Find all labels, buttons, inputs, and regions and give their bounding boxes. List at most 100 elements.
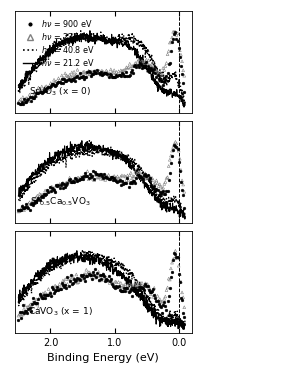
Point <box>160 186 164 192</box>
Point <box>47 184 52 190</box>
Point <box>29 95 34 101</box>
Point <box>25 95 30 101</box>
Point <box>109 74 114 80</box>
Point <box>106 176 111 182</box>
Point <box>122 283 126 289</box>
Point <box>105 278 110 284</box>
Point <box>125 172 130 178</box>
Point <box>175 254 180 260</box>
Point <box>26 304 31 310</box>
Point <box>175 30 180 36</box>
Point <box>87 172 92 178</box>
Point <box>88 174 93 180</box>
Point <box>85 168 90 174</box>
Point <box>141 284 146 290</box>
Point <box>118 67 123 73</box>
Point <box>171 144 176 150</box>
Point <box>45 292 50 298</box>
Point <box>54 183 59 189</box>
Point <box>65 77 70 83</box>
Point <box>47 189 52 195</box>
Point <box>146 285 151 291</box>
Point <box>59 181 64 187</box>
Point <box>99 272 104 278</box>
Point <box>50 284 55 290</box>
Point <box>65 180 70 186</box>
Point <box>96 277 101 283</box>
Point <box>64 73 69 78</box>
Point <box>157 77 162 83</box>
Point <box>56 284 61 290</box>
Point <box>130 175 134 181</box>
Point <box>76 74 81 80</box>
Point <box>94 273 99 279</box>
Point <box>103 275 108 281</box>
Point <box>124 180 129 186</box>
Point <box>106 278 111 283</box>
Point <box>165 70 170 76</box>
Point <box>178 167 183 173</box>
Point <box>72 179 77 185</box>
Point <box>29 200 34 206</box>
Point <box>157 189 162 195</box>
Point <box>49 81 54 87</box>
Point <box>174 144 179 150</box>
Point <box>54 78 59 84</box>
Point <box>173 144 178 149</box>
Point <box>72 75 77 81</box>
Point <box>77 276 82 282</box>
Point <box>122 173 126 179</box>
Point <box>57 79 62 85</box>
Point <box>182 205 187 211</box>
Point <box>104 276 109 282</box>
Point <box>175 38 180 44</box>
Point <box>133 60 138 66</box>
Point <box>173 139 178 145</box>
Point <box>168 285 172 291</box>
Point <box>40 194 45 200</box>
Point <box>158 78 163 84</box>
Point <box>136 64 141 70</box>
Point <box>17 206 22 212</box>
Point <box>24 99 29 105</box>
Point <box>84 267 89 273</box>
Point <box>17 309 22 315</box>
Point <box>162 191 167 196</box>
Point <box>28 201 33 207</box>
Point <box>125 282 130 288</box>
Point <box>92 176 97 182</box>
Point <box>156 192 161 198</box>
Point <box>33 200 37 206</box>
Point <box>28 98 33 104</box>
Point <box>68 78 73 84</box>
Point <box>16 99 21 105</box>
Point <box>127 281 132 287</box>
Point <box>76 276 81 282</box>
Point <box>42 88 47 94</box>
Point <box>101 272 105 278</box>
Point <box>73 78 78 84</box>
Point <box>147 289 152 295</box>
Point <box>22 310 26 316</box>
Point <box>130 181 134 186</box>
Point <box>155 298 160 304</box>
Point <box>32 200 36 206</box>
Point <box>77 70 82 76</box>
Point <box>107 176 112 182</box>
Point <box>175 146 180 152</box>
Point <box>93 275 98 280</box>
Point <box>82 275 87 281</box>
Point <box>171 147 176 153</box>
Point <box>157 303 162 309</box>
Point <box>182 73 187 79</box>
Point <box>108 66 113 72</box>
Point <box>69 179 74 185</box>
Point <box>67 278 72 284</box>
Text: CaVO$_3$ (x = 1): CaVO$_3$ (x = 1) <box>28 306 92 318</box>
Point <box>97 71 102 77</box>
Point <box>144 174 149 180</box>
Point <box>170 39 174 45</box>
Point <box>113 279 118 285</box>
Point <box>141 172 146 178</box>
Point <box>140 175 144 181</box>
